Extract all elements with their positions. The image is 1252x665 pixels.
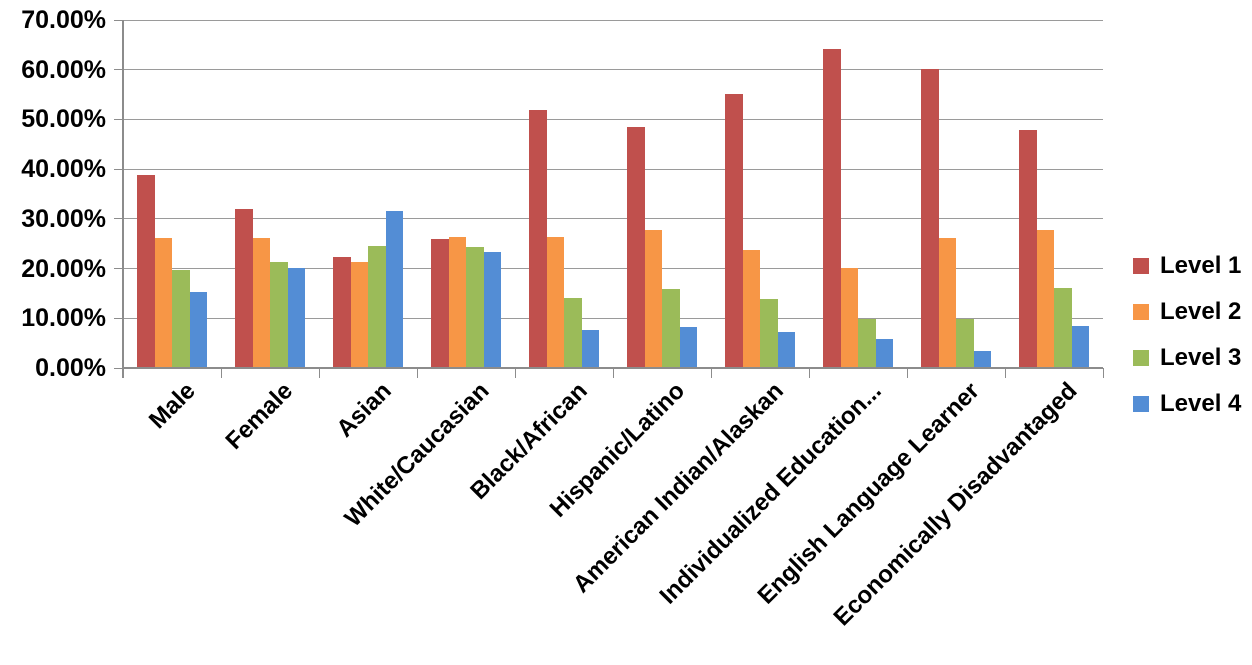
- legend-swatch: [1133, 257, 1149, 274]
- gridline: [123, 218, 1103, 220]
- bar-level-4: [679, 326, 697, 368]
- bar-level-1: [921, 68, 939, 368]
- bar-level-4: [189, 292, 207, 368]
- y-tick-label: 50.00%: [21, 105, 106, 134]
- bar-level-4: [483, 252, 501, 368]
- bar-level-2: [1036, 230, 1054, 368]
- x-axis-tick: [515, 368, 516, 378]
- x-axis-tick: [711, 368, 712, 378]
- y-axis-line: [122, 20, 124, 378]
- bar-level-3: [368, 246, 386, 368]
- y-axis-tick: [114, 168, 123, 170]
- bar-level-2: [742, 249, 760, 368]
- x-axis-tick: [123, 368, 124, 378]
- legend-item: Level 1: [1133, 253, 1241, 278]
- y-tick-label: 30.00%: [21, 204, 106, 233]
- bar-level-3: [466, 247, 484, 368]
- bar-level-4: [581, 329, 599, 368]
- x-axis-label: Male: [143, 377, 201, 435]
- x-axis-tick: [417, 368, 418, 378]
- x-axis-tick: [613, 368, 614, 378]
- legend-item: Level 2: [1133, 299, 1241, 324]
- legend-item: Level 4: [1133, 391, 1241, 416]
- bar-level-1: [431, 239, 449, 368]
- bar-level-3: [1054, 287, 1072, 368]
- legend-label: Level 3: [1160, 344, 1242, 371]
- legend-label: Level 2: [1160, 298, 1242, 325]
- x-axis-tick: [319, 368, 320, 378]
- gridline: [123, 168, 1103, 170]
- bar-level-3: [858, 318, 876, 368]
- bar-level-1: [627, 127, 645, 368]
- bar-level-1: [137, 175, 155, 368]
- gridline: [123, 69, 1103, 71]
- legend-swatch: [1133, 349, 1149, 366]
- bar-level-2: [546, 237, 564, 368]
- bar-level-4: [875, 338, 893, 368]
- bar-level-4: [1071, 326, 1089, 368]
- y-axis-tick: [114, 69, 123, 71]
- y-axis-tick: [114, 19, 123, 21]
- bar-level-2: [840, 268, 858, 368]
- gridline: [123, 118, 1103, 120]
- bar-level-2: [938, 238, 956, 368]
- bar-level-4: [973, 351, 991, 368]
- bar-level-4: [385, 210, 403, 368]
- bar-level-2: [448, 237, 466, 368]
- x-axis-tick: [1005, 368, 1006, 378]
- y-tick-label: 20.00%: [21, 254, 106, 283]
- bar-level-1: [333, 257, 351, 368]
- legend-item: Level 3: [1133, 345, 1241, 370]
- bar-level-2: [154, 237, 172, 368]
- bar-level-3: [662, 289, 680, 368]
- bar-level-3: [956, 318, 974, 368]
- bar-level-2: [252, 237, 270, 368]
- y-axis-tick: [114, 317, 123, 319]
- gridline: [123, 19, 1103, 21]
- bar-level-1: [1019, 129, 1037, 368]
- legend-label: Level 4: [1160, 390, 1242, 417]
- bar-level-3: [760, 299, 778, 368]
- bar-level-1: [529, 110, 547, 368]
- y-axis-tick: [114, 268, 123, 270]
- x-axis-tick: [1103, 368, 1104, 378]
- bar-level-1: [235, 208, 253, 368]
- y-tick-label: 40.00%: [21, 155, 106, 184]
- bar-level-2: [644, 230, 662, 368]
- legend-swatch: [1133, 303, 1149, 320]
- bar-level-3: [564, 297, 582, 368]
- x-axis-tick: [809, 368, 810, 378]
- x-axis-tick: [907, 368, 908, 378]
- bar-level-4: [777, 332, 795, 368]
- y-tick-label: 0.00%: [35, 354, 106, 382]
- bar-level-3: [172, 270, 190, 368]
- gridline: [123, 268, 1103, 270]
- legend-label: Level 1: [1160, 252, 1242, 279]
- bar-level-4: [287, 268, 305, 368]
- y-axis-tick: [114, 118, 123, 120]
- y-axis-tick: [114, 367, 123, 369]
- bar-level-1: [725, 93, 743, 368]
- y-axis-tick: [114, 218, 123, 220]
- legend-swatch: [1133, 395, 1149, 412]
- x-axis-tick: [221, 368, 222, 378]
- x-axis-label: Asian: [331, 377, 397, 443]
- bar-level-3: [270, 262, 288, 368]
- y-tick-label: 70.00%: [21, 6, 106, 34]
- y-tick-label: 10.00%: [21, 304, 106, 333]
- y-tick-label: 60.00%: [21, 55, 106, 84]
- x-axis-label: Female: [220, 377, 299, 455]
- legend: Level 1 Level 2 Level 3 Level 4: [1133, 253, 1241, 437]
- bar-level-2: [350, 261, 368, 368]
- gridline: [123, 317, 1103, 319]
- bar-level-1: [823, 48, 841, 368]
